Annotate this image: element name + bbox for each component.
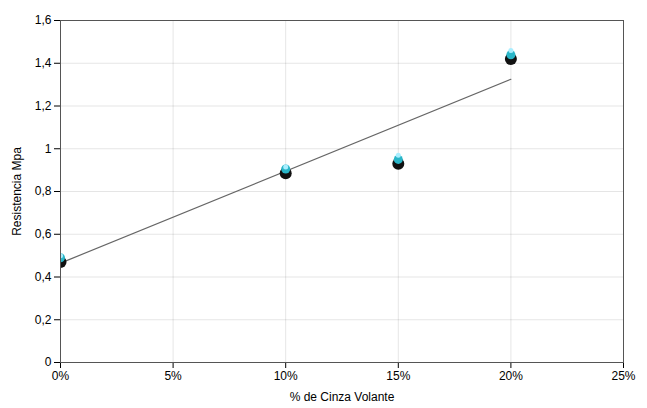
svg-text:1,4: 1,4 (35, 56, 52, 70)
svg-text:1,2: 1,2 (35, 99, 52, 113)
svg-text:Resistencia Mpa: Resistencia Mpa (10, 147, 24, 236)
svg-text:0: 0 (45, 355, 52, 369)
svg-text:10%: 10% (274, 369, 298, 383)
svg-text:0%: 0% (52, 369, 70, 383)
svg-text:20%: 20% (499, 369, 523, 383)
svg-text:0,8: 0,8 (35, 184, 52, 198)
svg-text:25%: 25% (611, 369, 635, 383)
svg-text:0,6: 0,6 (35, 227, 52, 241)
svg-text:1: 1 (45, 142, 52, 156)
svg-text:15%: 15% (386, 369, 410, 383)
svg-text:1,6: 1,6 (35, 13, 52, 27)
svg-text:5%: 5% (164, 369, 182, 383)
svg-text:0,2: 0,2 (35, 313, 52, 327)
svg-text:% de Cinza Volante: % de Cinza Volante (290, 390, 395, 404)
svg-text:0,4: 0,4 (35, 270, 52, 284)
